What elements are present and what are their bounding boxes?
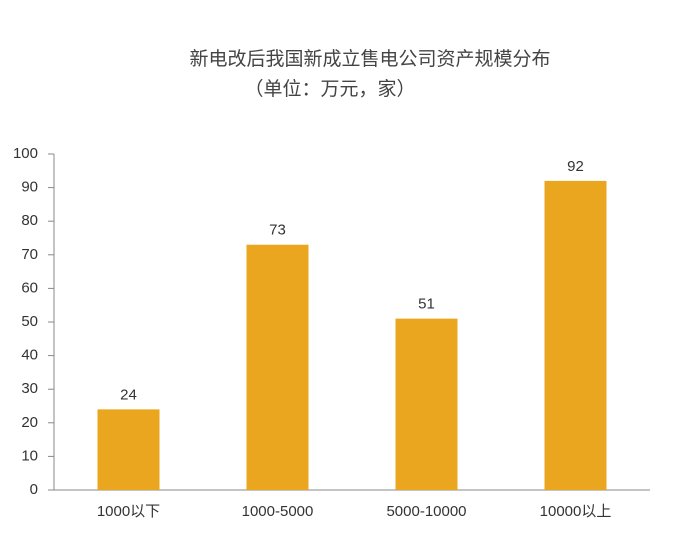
y-tick-label: 50 [21,313,38,330]
bar [97,409,160,490]
y-tick-label: 100 [13,145,38,162]
y-tick-label: 80 [21,212,38,229]
x-tick-label: 1000-5000 [242,503,314,520]
bar [544,180,607,490]
y-tick-label: 60 [21,279,38,296]
y-tick-label: 40 [21,347,38,364]
y-tick-label: 20 [21,414,38,431]
y-tick-label: 70 [21,246,38,263]
x-tick-label: 1000以下 [97,503,160,520]
data-label: 51 [418,296,435,313]
x-tick-label: 10000以上 [540,503,612,520]
chart-title: 新电改后我国新成立售电公司资产规模分布 [189,48,550,70]
data-label: 73 [269,222,286,239]
y-tick-label: 30 [21,380,38,397]
bar [246,244,309,490]
data-label: 92 [567,158,584,175]
chart-subtitle: （单位：万元，家） [244,78,415,100]
y-tick-label: 10 [21,447,38,464]
data-label: 24 [120,386,137,403]
y-tick-label: 90 [21,179,38,196]
x-tick-label: 5000-10000 [386,503,466,520]
y-tick-label: 0 [30,481,38,498]
bar [395,318,458,490]
